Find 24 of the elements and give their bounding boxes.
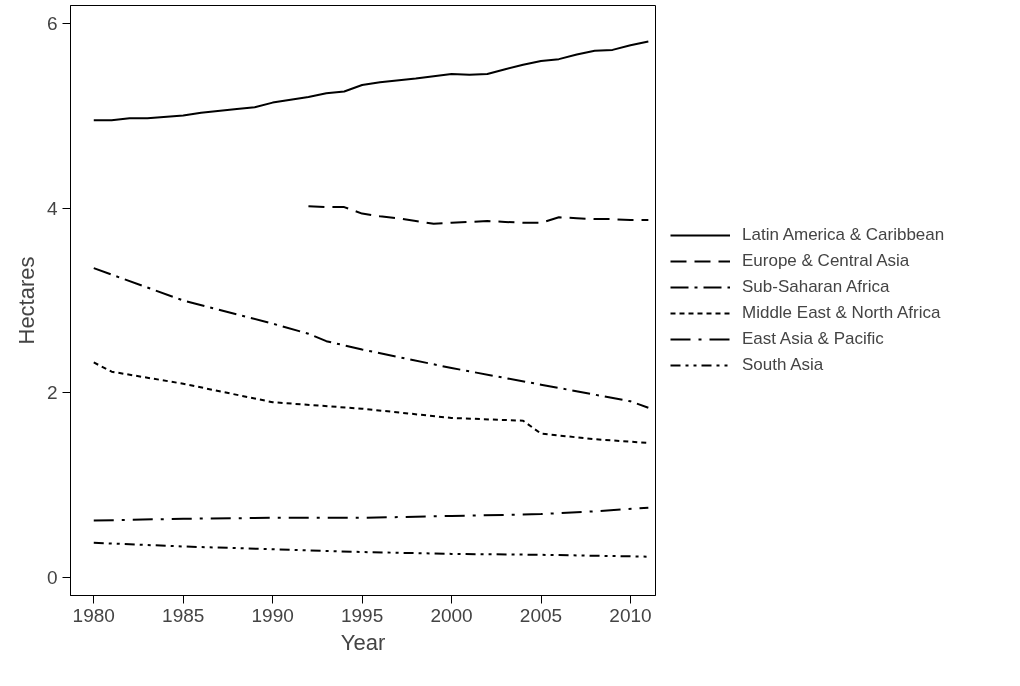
line-series	[92, 541, 650, 558]
legend-label: South Asia	[742, 355, 824, 375]
y-tick-label: 6	[46, 12, 58, 34]
x-tick-label: 2005	[519, 604, 563, 626]
y-tick-label: 4	[46, 197, 58, 219]
x-tick-label: 1985	[162, 604, 205, 626]
y-tick-label: 0	[46, 567, 58, 589]
legend-label: Europe & Central Asia	[742, 251, 910, 271]
x-tick-label: 2000	[430, 604, 473, 626]
y-tick-label: 2	[46, 382, 58, 404]
line-series	[92, 506, 650, 522]
legend-label: East Asia & Pacific	[742, 329, 884, 349]
y-axis-title: Hectares	[13, 256, 39, 345]
x-tick-label: 1980	[72, 604, 115, 626]
x-tick-label: 2010	[609, 604, 652, 626]
line-series	[307, 205, 650, 225]
legend-label: Latin America & Caribbean	[742, 225, 945, 245]
x-tick-label: 1990	[251, 604, 294, 626]
line-series	[92, 40, 650, 122]
legend-label: Middle East & North Africa	[742, 303, 941, 323]
line-series	[92, 267, 650, 409]
legend-label: Sub-Saharan Africa	[742, 277, 890, 297]
x-tick-label: 1995	[340, 604, 384, 626]
x-axis-title: Year	[340, 629, 386, 655]
